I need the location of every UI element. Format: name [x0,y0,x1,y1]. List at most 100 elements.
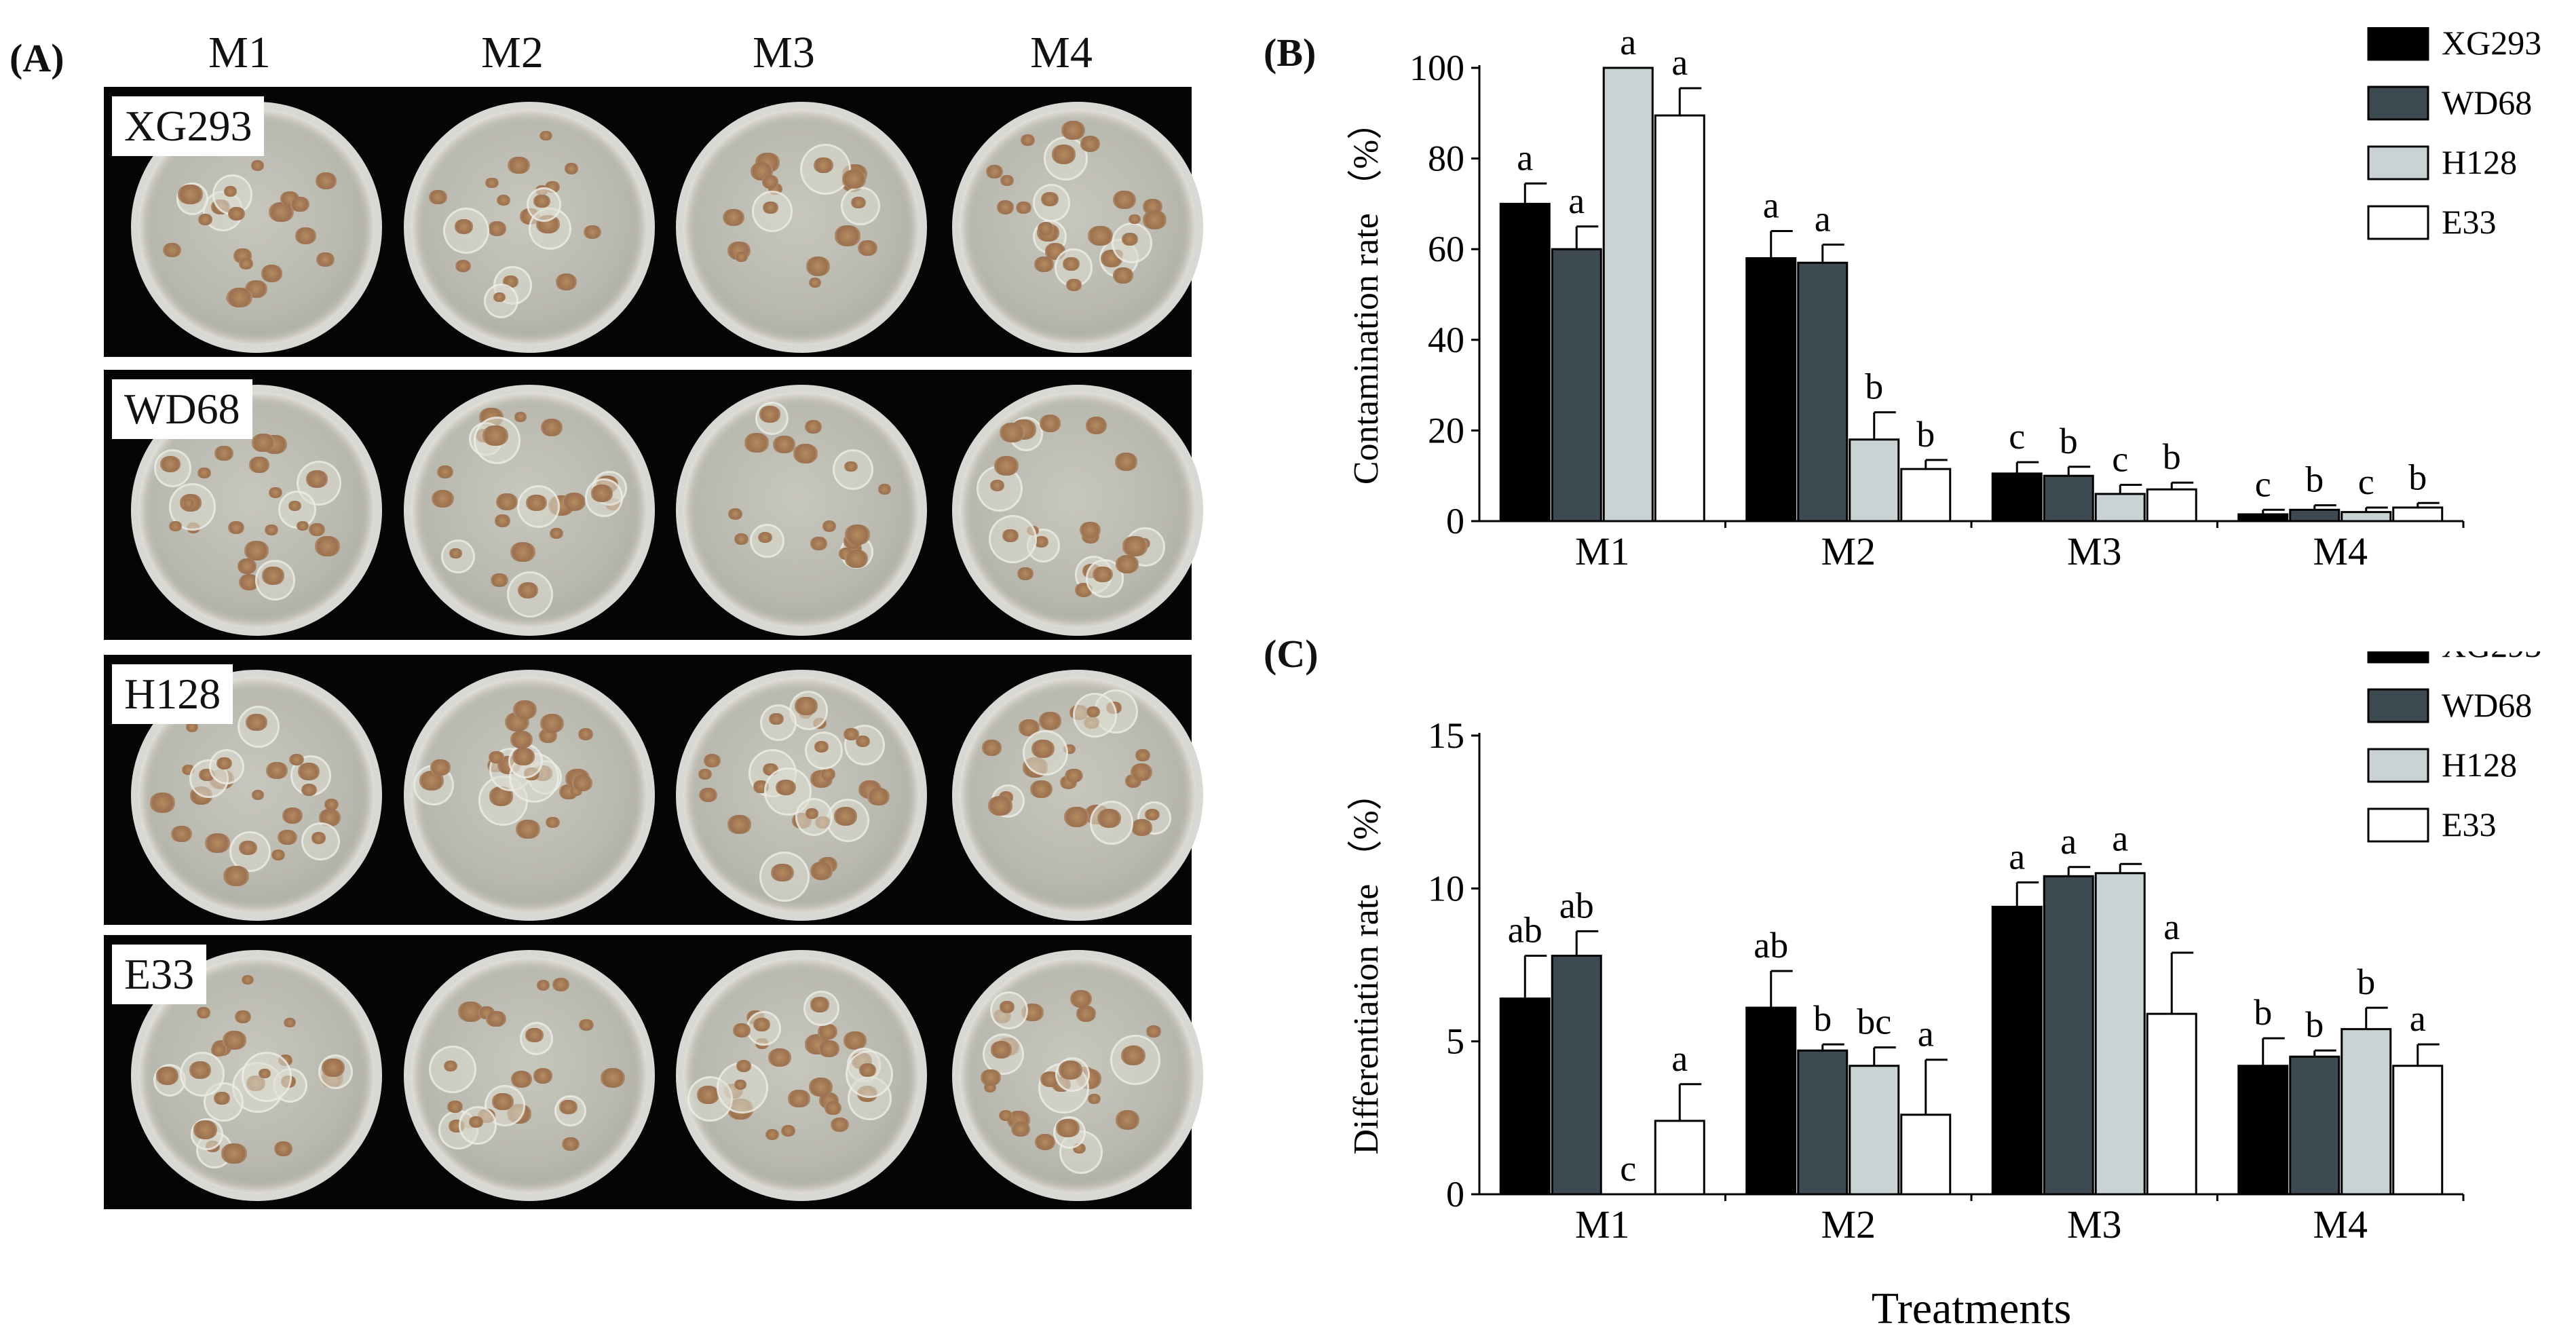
chart-b-bar-xg293-m2 [1747,259,1796,521]
callus-colony [242,975,254,985]
callus-colony [533,1068,552,1084]
chart-b-x-tick-label: M2 [1821,529,1876,573]
chart-b-legend-swatch-wd68 [2368,87,2428,119]
callus-colony [814,157,833,173]
callus-colony [541,419,563,436]
callus-colony [1030,780,1053,799]
callus-colony [744,433,769,453]
callus-colony [810,997,829,1012]
callus-colony [447,1101,463,1113]
chart-c-x-tick-label: M4 [2313,1202,2368,1247]
chart-b-legend-label-h128: H128 [2442,143,2517,181]
callus-colony [806,256,831,276]
chart-b-legend-label-wd68: WD68 [2442,83,2532,121]
callus-colony [508,157,529,174]
callus-colony [793,444,818,463]
callus-colony [1059,1061,1082,1080]
callus-colony [1063,257,1080,271]
chart-b-y-tick-label: 0 [1446,501,1464,541]
petri-dish [404,102,655,353]
callus-colony [198,214,212,225]
callus-colony [497,195,510,206]
chart-b-y-axis-label: Contamination rate （%） [1347,104,1386,484]
chart-b-significance-label: c [2009,416,2025,457]
callus-colony [1056,1119,1080,1138]
callus-colony [290,197,309,212]
callus-colony [795,697,818,715]
callus-colony [537,980,550,991]
callus-colony [758,532,772,544]
callus-colony [491,573,508,588]
callus-colony [278,830,297,845]
photo-row-wd68: WD68 [104,370,1192,640]
chart-b-significance-label: c [2112,439,2128,480]
chart-c-legend-label-e33: E33 [2442,805,2497,843]
callus-colony [550,528,563,539]
callus-colony [1093,567,1113,583]
callus-colony [753,1018,770,1031]
callus-colony [818,1024,837,1040]
callus-colony [845,525,870,545]
chart-c-significance-label: a [1671,1038,1688,1079]
callus-colony [844,1031,866,1050]
chart-c-bar-wd68-m2 [1798,1050,1847,1194]
chart-c-significance-label: a [1918,1014,1934,1054]
callus-colony [298,763,320,780]
callus-colony [1131,819,1152,836]
chart-b-significance-label: a [1568,180,1585,221]
callus-colony [516,820,540,839]
callus-colony [251,160,265,171]
contamination-rate-chart: 020406080100Contamination rate （%）M1aaaa… [1330,27,2565,611]
callus-colony [1113,191,1136,209]
row-label-xg293: XG293 [112,96,264,156]
chart-b-bar-wd68-m2 [1798,263,1847,521]
callus-colony [1061,121,1085,140]
chart-b-significance-label: b [1916,414,1935,455]
callus-colony [311,832,326,844]
callus-colony [565,163,579,174]
callus-colony [563,493,586,512]
chart-b-bar-xg293-m3 [1992,474,2041,521]
petri-dish [404,385,655,636]
callus-colony [842,170,866,189]
callus-colony [999,1110,1012,1121]
callus-colony [469,1116,483,1128]
callus-colony [851,197,866,208]
callus-colony [773,436,795,453]
callus-colony [805,420,822,434]
chart-b-significance-label: b [1865,366,1883,407]
callus-colony [510,542,535,563]
panel-b-label: (B) [1264,30,1316,75]
callus-colony [252,790,264,800]
callus-colony [533,195,550,208]
callus-colony [274,1141,292,1156]
petri-dish [404,670,655,921]
callus-colony [432,490,454,508]
callus-colony [704,754,721,767]
callus-colony [584,225,601,239]
callus-colony [562,1137,580,1152]
chart-b-significance-label: c [2255,463,2271,504]
callus-colony [1129,214,1141,224]
chart-b-y-tick-label: 20 [1428,410,1464,451]
chart-c-legend-label-wd68: WD68 [2442,686,2532,724]
callus-colony [444,1061,458,1072]
petri-dish [952,102,1203,353]
callus-colony [178,185,203,204]
callus-colony [763,202,778,214]
chart-b-bar-e33-m4 [2393,508,2442,521]
callus-colony [262,567,284,585]
callus-colony [455,219,473,234]
chart-c-bar-e33-m2 [1901,1115,1950,1194]
callus-colony [736,1060,752,1072]
chart-c-significance-label: b [2357,962,2375,1002]
chart-b-y-tick-label: 40 [1428,320,1464,360]
chart-b-legend-swatch-xg293 [2368,27,2428,60]
chart-b-bar-wd68-m1 [1552,249,1601,521]
callus-colony [1000,1001,1015,1013]
chart-c-significance-label: bc [1857,1002,1891,1042]
callus-colony [493,292,506,302]
callus-colony [988,796,1012,816]
chart-c-bar-e33-m4 [2393,1066,2442,1194]
petri-dish [676,102,927,353]
